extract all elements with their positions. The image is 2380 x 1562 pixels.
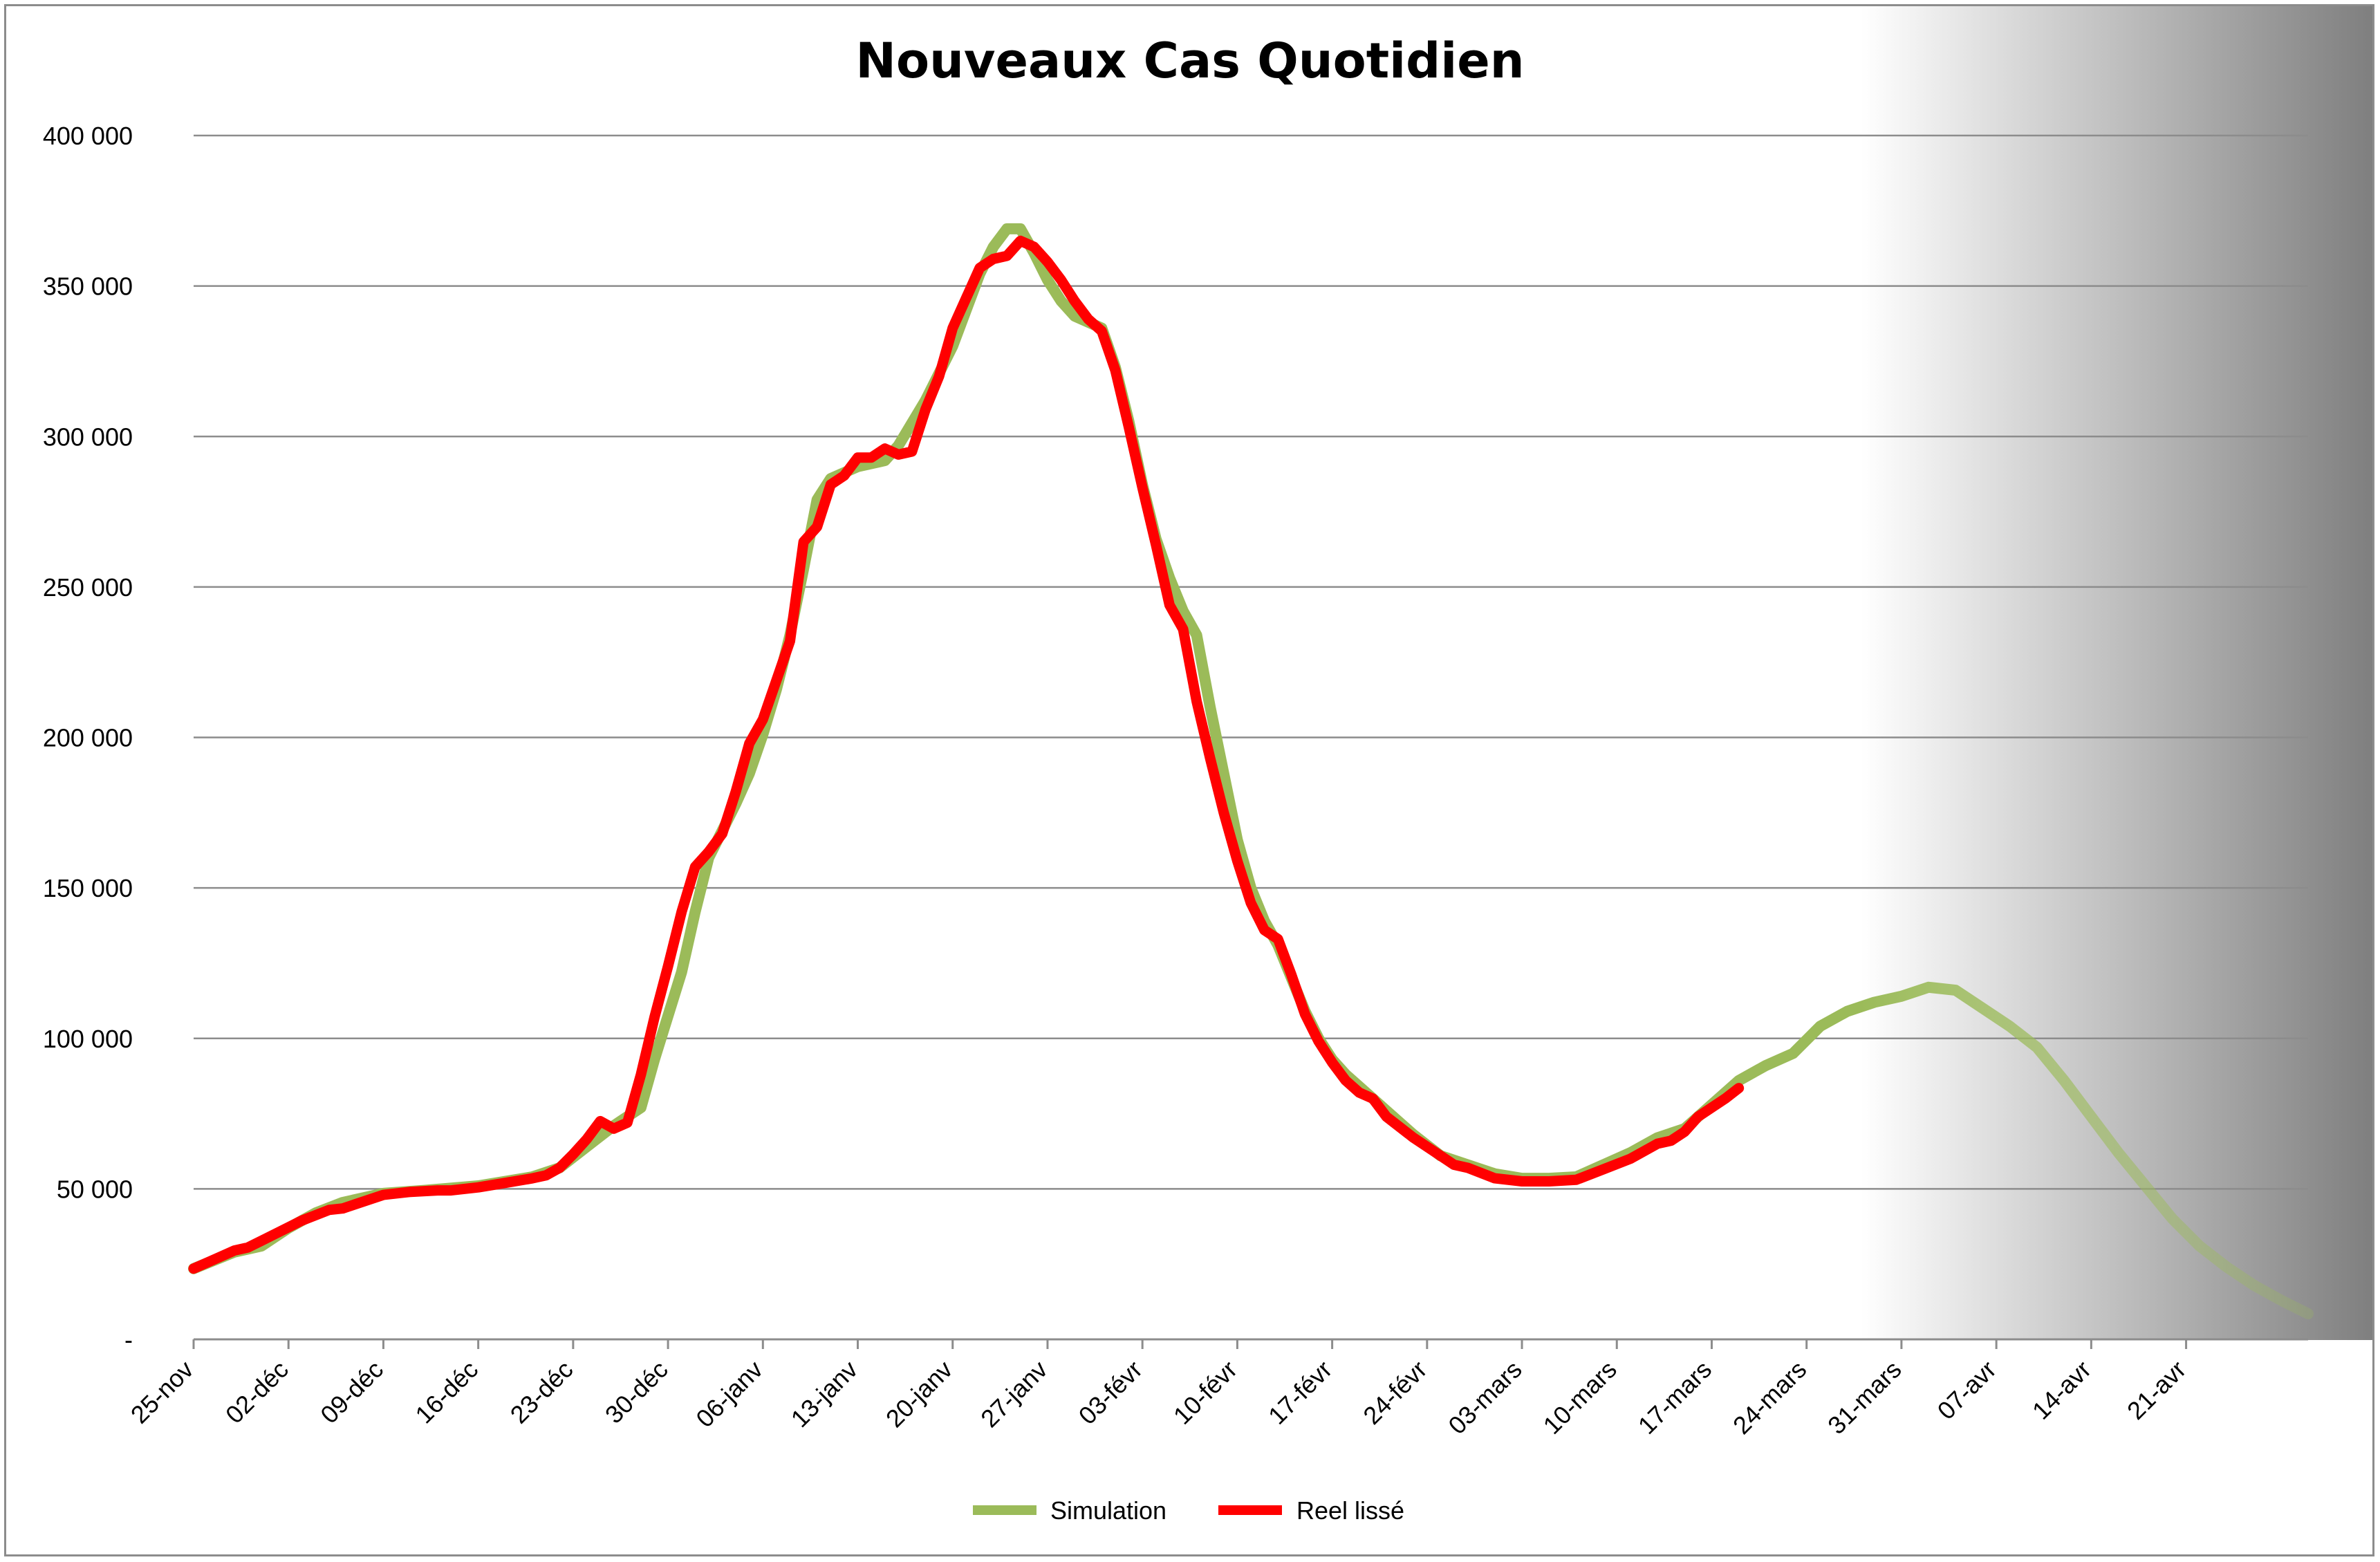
x-tick-label: 10-mars	[1538, 1355, 1622, 1440]
x-tick-label: 30-déc	[599, 1355, 673, 1429]
x-tick-label: 31-mars	[1822, 1355, 1906, 1440]
series-line-reel-lisse	[188, 235, 1745, 1274]
y-tick-label: 350 000	[43, 272, 133, 301]
x-axis	[192, 1338, 2308, 1349]
y-tick-label: -	[124, 1326, 133, 1354]
legend-label: Simulation	[1050, 1496, 1166, 1525]
x-tick-label: 14-avr	[2027, 1355, 2097, 1425]
x-tick-label: 10-févr	[1168, 1355, 1243, 1430]
y-tick-label: 250 000	[43, 573, 133, 602]
series-line-simulation	[188, 223, 2314, 1319]
y-tick-label: 50 000	[57, 1175, 133, 1203]
x-tick-label: 27-janv	[975, 1355, 1052, 1433]
chart-title: Nouveaux Cas Quotidien	[855, 32, 1524, 89]
y-tick-label: 150 000	[43, 874, 133, 902]
x-tick-label: 02-déc	[220, 1355, 294, 1429]
x-tick-label: 25-nov	[125, 1355, 199, 1429]
y-tick-label: 300 000	[43, 422, 133, 451]
grid-lines	[194, 134, 2308, 1190]
y-tick-label: 200 000	[43, 724, 133, 752]
x-tick-label: 24-févr	[1357, 1355, 1432, 1430]
x-axis-tick-labels: 25-nov 02-déc 09-déc 16-déc 23-déc 30-déc 06-j…	[125, 1355, 2191, 1440]
x-tick-label: 23-déc	[505, 1355, 579, 1429]
x-tick-label: 13-janv	[785, 1355, 863, 1433]
x-tick-label: 03-févr	[1073, 1355, 1148, 1430]
series-lines	[188, 223, 2314, 1319]
y-tick-label: 100 000	[43, 1025, 133, 1053]
x-tick-label: 17-févr	[1263, 1355, 1337, 1430]
x-tick-label: 06-janv	[690, 1355, 768, 1433]
x-tick-label: 07-avr	[1932, 1355, 2002, 1425]
x-tick-label: 09-déc	[315, 1355, 389, 1429]
y-axis-tick-labels: - 50 000 100 000 150 000 200 000 250 000 300 0…	[43, 122, 133, 1354]
x-tick-label: 21-avr	[2121, 1355, 2191, 1425]
x-tick-label: 24-mars	[1727, 1355, 1812, 1440]
forecast-shaded-region	[1861, 6, 2372, 1340]
x-tick-label: 20-janv	[880, 1355, 958, 1433]
legend-label: Reel lissé	[1296, 1496, 1404, 1525]
x-tick-label: 03-mars	[1442, 1355, 1527, 1440]
x-tick-label: 16-déc	[409, 1355, 483, 1429]
legend: Simulation Reel lissé	[973, 1496, 1404, 1525]
y-tick-label: 400 000	[43, 122, 133, 150]
x-tick-label: 17-mars	[1633, 1355, 1717, 1440]
